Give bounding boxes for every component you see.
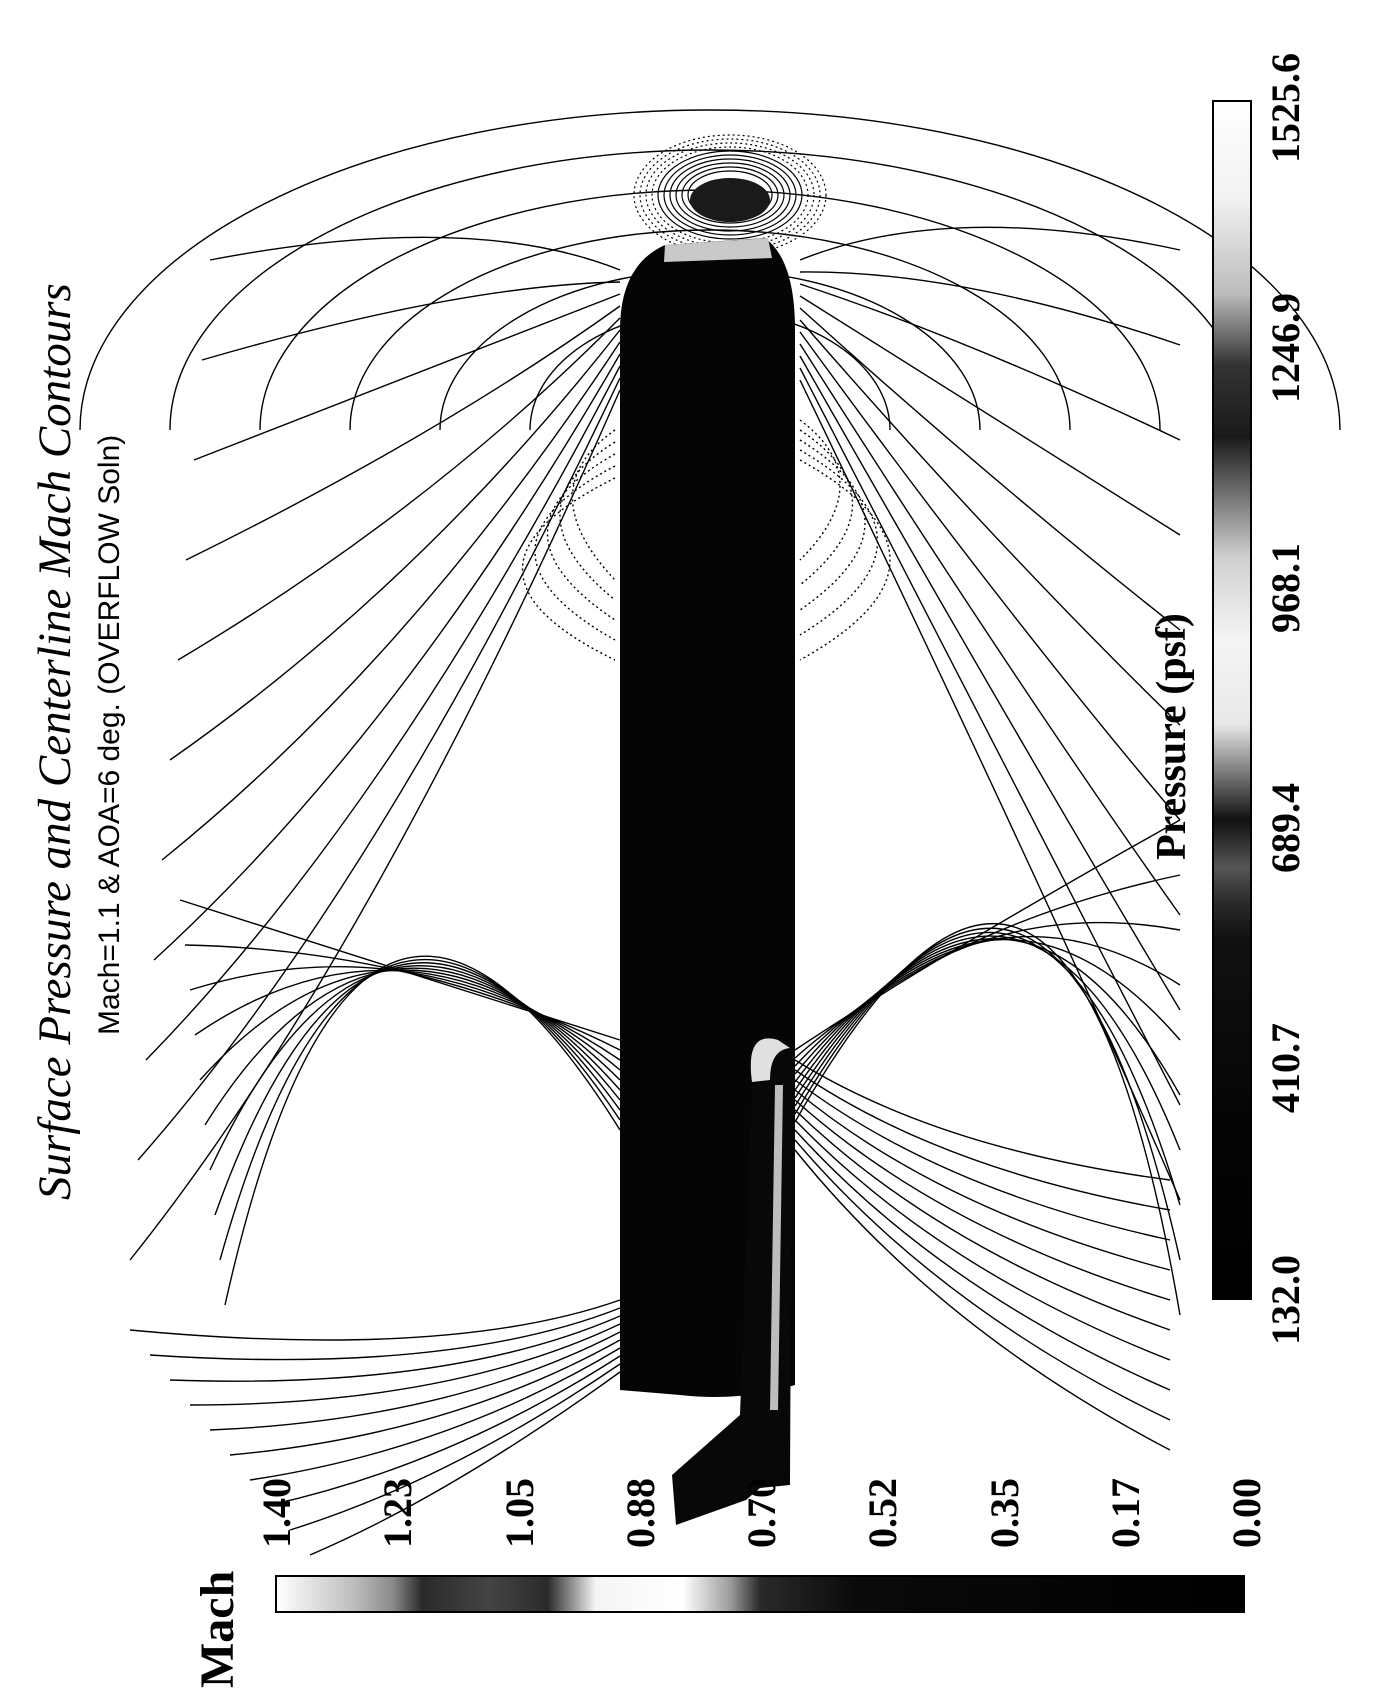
contour-line [800,420,840,560]
contour-line [795,936,1180,1150]
contour-line [795,1090,1170,1270]
contour-line [154,354,620,960]
pressure-tick-label: 689.4 [1262,783,1309,873]
pressure-tick-label: 968.1 [1262,543,1309,633]
contour-line [290,1364,620,1530]
pressure-colorbar [1212,100,1252,1300]
contour-line [150,1308,620,1360]
contour-line [800,332,1180,820]
mach-tick-label: 0.35 [981,1478,1028,1548]
mach-tick-label: 0.70 [738,1478,785,1548]
contour-line [205,968,620,1125]
contour-line [800,356,1180,1010]
contour-line [800,344,1180,915]
contour-line [162,342,620,860]
contour-line [795,928,1180,1260]
contour-line [185,945,620,1050]
contour-line [795,1110,1170,1330]
contour-line [220,960,620,1260]
contour-line [800,320,1180,725]
contour-line [800,227,1180,260]
contour-line [170,1316,620,1381]
contour-line [800,368,1180,1105]
mach-tick-label: 0.00 [1223,1478,1270,1548]
contour-line [225,956,620,1305]
mach-colorbar-title: Mach [190,1571,245,1688]
contour-line [573,430,616,580]
contour-line [146,366,620,1060]
mach-tick-label: 1.05 [496,1478,543,1548]
contour-line [215,963,620,1215]
nose-stagnation-region [690,178,770,222]
contour-line [795,939,1180,1095]
mach-tick-label: 1.23 [374,1478,421,1548]
contour-line [548,454,616,620]
mach-tick-label: 0.88 [617,1478,664,1548]
contour-line [170,330,620,760]
mach-tick-label: 0.52 [859,1478,906,1548]
mach-colorbar [275,1575,1245,1613]
contour-line [800,450,878,635]
contour-line [795,1150,1170,1450]
contour-line [795,1130,1170,1390]
pressure-tick-label: 132.0 [1262,1255,1309,1345]
contour-line [202,282,620,360]
contour-line [800,284,1180,440]
figure-title: Surface Pressure and Centerline Mach Con… [28,283,82,1200]
mach-tick-label: 1.40 [253,1478,300,1548]
contour-line [130,1300,620,1340]
pressure-colorbar-title: Pressure (psf) [1148,613,1196,860]
contour-line [310,1372,620,1555]
contour-line [795,1120,1170,1360]
contour-line [210,237,620,270]
contour-line [138,378,620,1160]
contour-line [190,1324,620,1405]
contour-line [560,442,615,600]
pressure-tick-label: 1525.6 [1262,53,1309,163]
figure-subtitle: Mach=1.1 & AOA=6 deg. (OVERFLOW Soln) [93,435,127,1035]
contour-line [800,308,1180,630]
pressure-tick-label: 1246.9 [1262,293,1309,403]
contour-line [200,970,620,1080]
contour-line [186,306,620,560]
contour-line [795,1140,1170,1420]
pressure-tick-label: 410.7 [1262,1023,1309,1113]
mach-tick-label: 0.17 [1102,1478,1149,1548]
